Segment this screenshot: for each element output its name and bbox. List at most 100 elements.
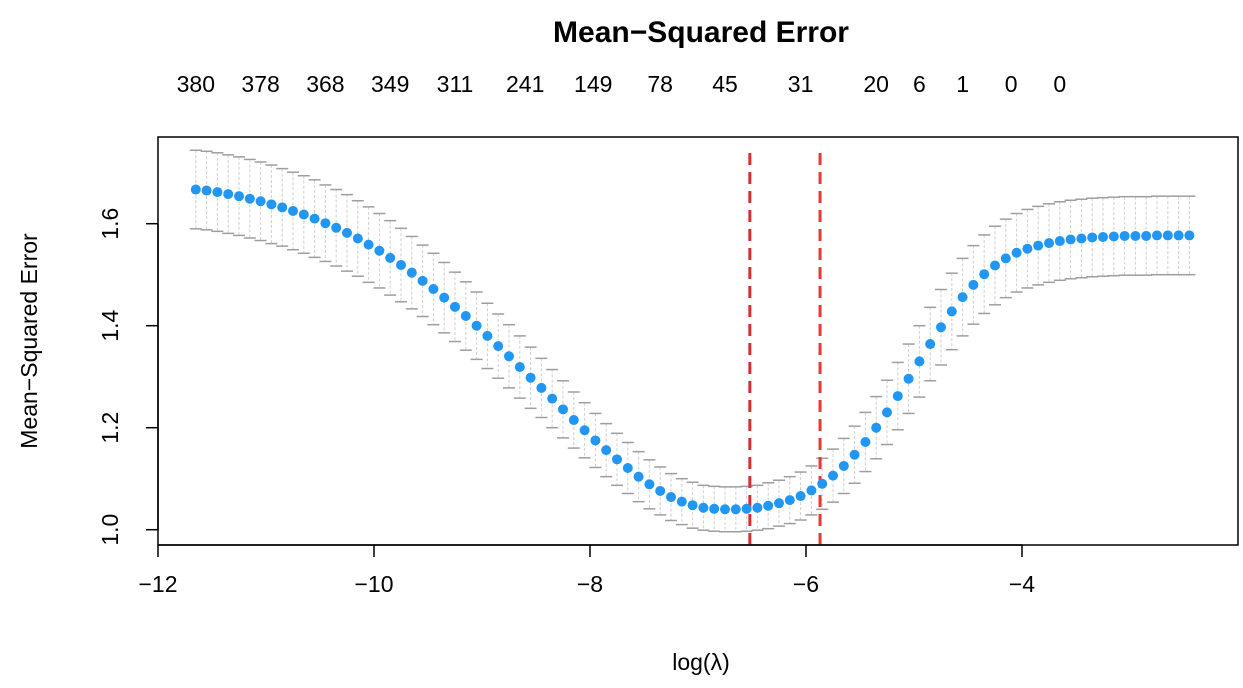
cv-point xyxy=(784,495,795,506)
cv-point xyxy=(309,213,320,224)
cv-point xyxy=(1152,230,1162,241)
cv-point xyxy=(698,502,709,513)
error-bar xyxy=(1097,196,1109,277)
cv-point xyxy=(547,393,558,404)
y-tick-label: 1.6 xyxy=(97,208,123,240)
cv-point xyxy=(482,330,493,341)
error-bar xyxy=(1107,196,1120,277)
cv-point xyxy=(709,503,720,514)
error-bar xyxy=(319,184,332,263)
cv-point xyxy=(871,422,882,433)
top-axis-label: 1 xyxy=(956,71,969,97)
cv-point xyxy=(806,485,817,496)
error-bar xyxy=(222,154,235,235)
cv-point xyxy=(730,504,741,515)
top-axis-labels: 380 378 368 349 311 241 149 78 45 31 20 6 1 0 0 xyxy=(177,71,1067,97)
x-tick-label: −6 xyxy=(793,571,819,597)
cv-point xyxy=(417,275,428,286)
cv-point xyxy=(622,462,633,473)
cv-point xyxy=(655,485,666,496)
error-bar xyxy=(287,171,299,251)
cv-point xyxy=(601,445,612,456)
error-bar xyxy=(945,272,958,351)
cv-point xyxy=(925,339,936,350)
cv-point xyxy=(504,351,514,362)
error-bar xyxy=(654,466,667,516)
cv-point xyxy=(277,202,288,213)
cv-point xyxy=(352,233,363,244)
cv-point xyxy=(1087,232,1098,243)
error-bar xyxy=(1140,195,1153,276)
cv-point xyxy=(450,301,460,312)
cv-point xyxy=(666,492,676,503)
error-bar xyxy=(535,357,548,419)
cv-point xyxy=(817,478,828,489)
y-axis: 1.0 1.2 1.4 1.6 xyxy=(97,208,159,546)
top-axis-label: 20 xyxy=(863,71,889,97)
x-tick-label: −4 xyxy=(1009,571,1035,597)
cv-point xyxy=(990,260,1000,271)
cv-point xyxy=(1162,230,1173,241)
error-bar xyxy=(200,150,213,231)
cv-point xyxy=(936,322,946,333)
top-axis-label: 6 xyxy=(913,71,926,97)
cv-point xyxy=(979,269,990,280)
cv-point xyxy=(1044,238,1054,249)
cv-point xyxy=(1054,236,1065,247)
cv-point xyxy=(536,382,547,393)
error-bar xyxy=(632,450,645,503)
cv-point xyxy=(223,189,234,200)
cv-point xyxy=(320,218,331,229)
cv-point xyxy=(752,502,763,513)
y-tick-label: 1.4 xyxy=(97,310,123,342)
error-bar xyxy=(330,188,343,267)
cv-point xyxy=(234,191,244,202)
cv-point xyxy=(558,404,568,415)
top-axis-label: 45 xyxy=(712,71,738,97)
cv-point xyxy=(1108,231,1119,242)
cv-point xyxy=(633,471,644,482)
cv-point xyxy=(266,199,277,210)
cv-point xyxy=(1022,243,1033,254)
cv-point xyxy=(525,372,536,383)
cv-point xyxy=(849,449,860,460)
error-bar xyxy=(1021,208,1034,289)
error-bar xyxy=(1118,195,1131,276)
cv-points xyxy=(190,184,1195,515)
cv-point xyxy=(1119,230,1130,241)
y-tick-label: 1.0 xyxy=(97,514,123,546)
error-bar xyxy=(449,271,461,343)
error-bar xyxy=(276,167,289,247)
cv-point xyxy=(676,496,687,507)
error-bar xyxy=(341,193,353,272)
error-bar xyxy=(254,161,267,242)
chart-title: Mean−Squared Error xyxy=(553,16,849,49)
cv-point xyxy=(514,362,525,373)
x-tick-label: −12 xyxy=(138,571,177,597)
cv-point xyxy=(892,391,903,402)
top-axis-label: 149 xyxy=(574,71,612,97)
cv-point xyxy=(471,320,482,331)
cv-point xyxy=(687,500,698,511)
error-bar xyxy=(567,391,580,449)
error-bar xyxy=(1010,212,1023,293)
error-bar xyxy=(665,472,677,522)
cv-point xyxy=(568,415,579,426)
cv-point xyxy=(1076,233,1087,244)
cv-point xyxy=(1033,240,1044,251)
cv-point xyxy=(428,283,439,294)
error-bar xyxy=(1183,195,1196,276)
cv-point xyxy=(1000,253,1011,264)
cv-point xyxy=(212,187,223,198)
error-bar xyxy=(1086,197,1099,278)
error-bar xyxy=(989,225,1001,306)
cv-point xyxy=(406,267,417,278)
cv-point xyxy=(255,196,266,207)
error-bar xyxy=(891,361,904,431)
cv-point xyxy=(612,454,622,465)
top-axis-label: 31 xyxy=(788,71,814,97)
cv-point xyxy=(331,222,342,233)
x-axis: −12 −10 −8 −6 −4 xyxy=(138,544,1035,597)
error-bar xyxy=(1151,195,1163,276)
cv-point xyxy=(201,185,212,196)
